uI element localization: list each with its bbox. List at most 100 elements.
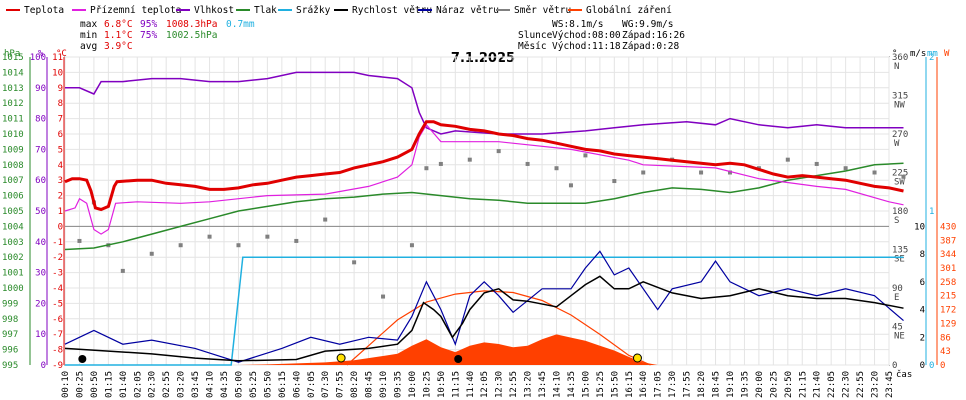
mm-axis-title: mm xyxy=(927,49,938,59)
ms-tick-4: 2 xyxy=(920,333,925,343)
degc-axis-title: °C xyxy=(56,49,67,59)
hpa-tick-5: 1010 xyxy=(2,130,24,140)
dir-tick-6: 90 xyxy=(892,284,903,294)
x-tick-49: 20:25 xyxy=(769,371,779,398)
wind-dir-point-31 xyxy=(872,170,877,175)
w-tick-9: 43 xyxy=(940,347,951,357)
wind-dir-point-16 xyxy=(467,157,472,162)
wind-dir-point-4 xyxy=(149,251,154,256)
x-tick-10: 04:10 xyxy=(206,371,216,398)
wind-dir-point-23 xyxy=(641,170,646,175)
stats-panel: max 6.8°C 95% 1008.3hPa 0.7mm min 1.1°C … xyxy=(80,19,685,52)
x-axis-title: čas xyxy=(896,369,912,380)
x-tick-17: 07:05 xyxy=(307,371,317,398)
degc-tick-5: 6 xyxy=(58,130,63,140)
wind-dir-point-29 xyxy=(814,161,819,166)
stat-min-label: min xyxy=(80,30,97,41)
x-tick-21: 08:45 xyxy=(365,371,375,398)
chart-title: 7.1.2025 xyxy=(451,51,515,66)
pct-tick-3: 70 xyxy=(35,145,46,155)
degc-tick-17: -6 xyxy=(52,315,63,325)
legend-label-smer: Směr větru xyxy=(514,5,571,16)
x-tick-48: 20:00 xyxy=(755,371,765,398)
pct-tick-0: 100 xyxy=(30,53,46,63)
x-tick-47: 19:35 xyxy=(740,371,750,398)
ms-tick-2: 6 xyxy=(920,278,925,288)
wind-dir-point-0 xyxy=(77,238,82,243)
dir-tick-7: 45 xyxy=(892,323,903,333)
w-axis-title: W xyxy=(944,49,950,59)
wind-dir-point-18 xyxy=(525,161,530,166)
x-tick-11: 04:35 xyxy=(220,371,230,398)
dir-sub-1: NW xyxy=(894,101,905,111)
wind-dir-point-19 xyxy=(554,166,559,171)
legend-label-naraz: Náraz větru xyxy=(436,5,499,16)
x-tick-50: 20:50 xyxy=(784,371,794,398)
x-tick-52: 21:40 xyxy=(813,371,823,398)
stat-avg-temp: 3.9°C xyxy=(104,41,133,52)
hpa-tick-3: 1012 xyxy=(2,99,24,109)
degc-tick-14: -3 xyxy=(52,269,63,279)
x-tick-12: 05:00 xyxy=(234,371,244,398)
x-tick-38: 15:50 xyxy=(610,371,620,398)
pct-tick-2: 80 xyxy=(35,115,46,125)
x-tick-6: 02:30 xyxy=(148,371,158,398)
ground-temp-line xyxy=(64,123,904,235)
moonset-marker xyxy=(78,355,87,363)
wind-dir-point-30 xyxy=(843,166,848,171)
wind-dir-point-28 xyxy=(785,157,790,162)
wind-dir-point-6 xyxy=(207,234,212,239)
x-tick-42: 17:30 xyxy=(668,371,678,398)
x-tick-39: 16:15 xyxy=(625,371,635,398)
hpa-axis-title: hPa xyxy=(4,49,20,59)
degc-tick-9: 2 xyxy=(58,192,63,202)
x-tick-44: 18:20 xyxy=(697,371,707,398)
hpa-tick-19: 996 xyxy=(2,346,18,356)
x-tick-41: 17:05 xyxy=(654,371,664,398)
x-tick-43: 17:55 xyxy=(683,371,693,398)
pct-axis-title: % xyxy=(38,49,44,59)
pct-tick-5: 50 xyxy=(35,207,46,217)
x-tick-2: 00:50 xyxy=(90,371,100,398)
x-tick-56: 23:20 xyxy=(871,371,881,398)
rain-line xyxy=(65,256,904,366)
stat-max-temp: 6.8°C xyxy=(104,19,133,30)
stat-min-hum: 75% xyxy=(140,30,157,41)
x-tick-30: 12:30 xyxy=(495,371,505,398)
x-tick-23: 09:35 xyxy=(393,371,403,398)
dir-tick-1: 315 xyxy=(892,92,908,102)
dir-sub-4: S xyxy=(894,216,899,226)
wind-dir-point-7 xyxy=(236,243,241,248)
x-tick-1: 00:25 xyxy=(75,371,85,398)
hpa-tick-20: 995 xyxy=(2,361,18,371)
wind-gust-line xyxy=(64,250,904,363)
x-tick-13: 05:25 xyxy=(249,371,259,398)
hpa-tick-2: 1013 xyxy=(2,84,24,94)
x-tick-40: 16:40 xyxy=(639,371,649,398)
hpa-tick-11: 1004 xyxy=(2,222,24,232)
deg-axis-title: ° xyxy=(892,49,897,59)
legend-label-vlhkost: Vlhkost xyxy=(194,5,234,16)
wind-dir-point-14 xyxy=(424,166,429,171)
x-tick-37: 15:25 xyxy=(596,371,606,398)
chart-axes: hPa% °C1015101410131012101110101009100810… xyxy=(2,49,956,398)
wind-dir-point-25 xyxy=(699,170,704,175)
dir-tick-4: 180 xyxy=(892,207,908,217)
degc-tick-15: -4 xyxy=(52,284,63,294)
legend-label-rychlost: Rychlost větru xyxy=(352,5,432,16)
degc-tick-8: 3 xyxy=(58,176,63,186)
stat-min-temp: 1.1°C xyxy=(104,30,133,41)
x-tick-51: 21:15 xyxy=(798,371,808,398)
wind-dir-point-8 xyxy=(265,234,270,239)
degc-tick-18: -7 xyxy=(52,330,63,340)
stat-max-press: 1008.3hPa xyxy=(166,19,217,30)
degc-tick-12: -1 xyxy=(52,238,63,248)
x-tick-24: 10:00 xyxy=(408,371,418,398)
degc-tick-0: 11 xyxy=(52,53,63,63)
x-tick-19: 07:55 xyxy=(336,371,346,398)
dir-sub-5: SE xyxy=(894,255,905,265)
pressure-line xyxy=(64,162,904,251)
degc-tick-20: -9 xyxy=(52,361,63,371)
x-tick-33: 13:45 xyxy=(538,371,548,398)
degc-tick-11: 0 xyxy=(58,222,63,232)
